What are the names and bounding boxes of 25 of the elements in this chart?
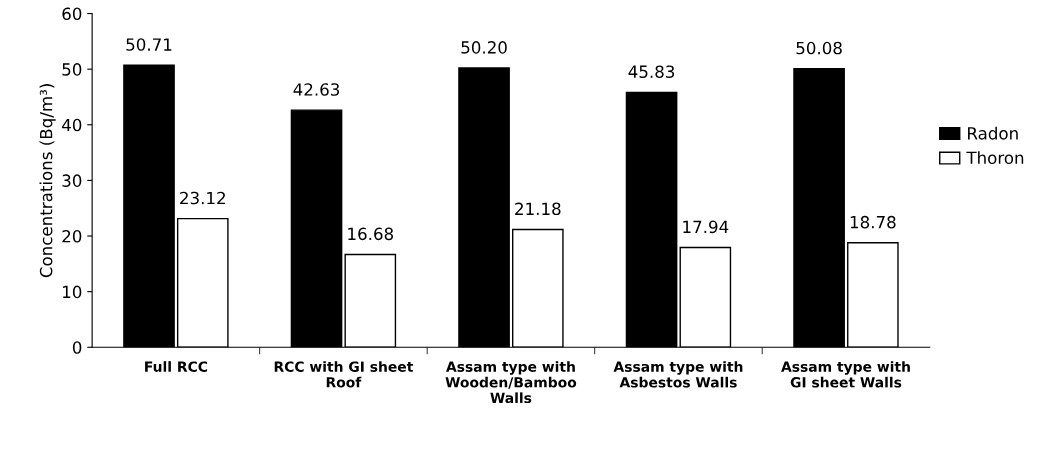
data-label: 50.71: [126, 38, 172, 51]
x-tick-label: Assam type with GI sheet Walls: [781, 361, 910, 388]
y-tick-label: 10: [63, 285, 82, 299]
x-tick-label: RCC with GI sheet Roof: [274, 361, 414, 388]
legend-label: Thoron: [966, 151, 1024, 165]
data-label: 17.94: [683, 220, 729, 234]
y-tick-label: 60: [62, 7, 82, 21]
x-tick-label: Assam type with Wooden/Bamboo Walls: [445, 361, 577, 404]
x-tick-label: Assam type with Asbestos Walls: [613, 361, 743, 388]
data-label: 50.08: [796, 41, 842, 55]
data-label: 42.63: [293, 83, 340, 96]
y-axis-title: Concentrations (Bq/m³): [39, 84, 56, 278]
data-label: 21.18: [515, 202, 561, 216]
data-label: 50.20: [461, 41, 507, 54]
legend-label: Radon: [968, 126, 1018, 140]
data-label: 16.68: [348, 227, 394, 241]
data-label: 45.83: [628, 65, 675, 79]
y-tick-label: 30: [62, 174, 82, 187]
x-tick-label: Full RCC: [145, 361, 208, 372]
data-label: 18.78: [850, 215, 896, 229]
y-tick-label: 50: [62, 63, 82, 76]
y-tick-label: 0: [72, 341, 82, 354]
y-tick-label: 20: [62, 229, 82, 243]
data-label: 23.12: [180, 191, 225, 205]
y-tick-label: 40: [62, 118, 82, 132]
